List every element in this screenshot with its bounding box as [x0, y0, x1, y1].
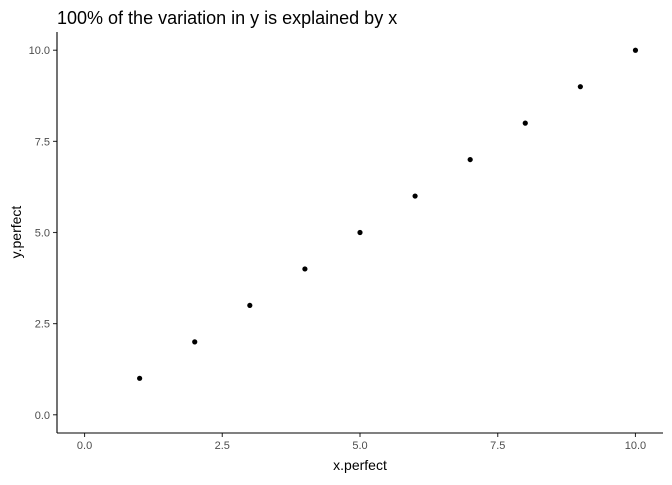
y-tick-label: 0.0 — [35, 410, 50, 422]
data-point — [302, 266, 308, 272]
x-tick-label: 2.5 — [215, 440, 230, 452]
y-axis-title: y.perfect — [8, 206, 24, 259]
x-axis: 0.0 2.5 5.0 7.5 10.0 — [77, 433, 646, 452]
y-tick-label: 7.5 — [35, 136, 50, 148]
data-point — [357, 229, 363, 236]
data-point — [137, 375, 143, 381]
data-point — [577, 84, 583, 90]
x-tick-label: 10.0 — [625, 440, 646, 452]
y-tick-label: 10.0 — [29, 45, 50, 57]
data-point — [247, 302, 253, 309]
y-axis: 0.0 2.5 5.0 7.5 10.0 — [29, 45, 57, 422]
data-point — [412, 193, 418, 199]
data-point — [522, 120, 528, 126]
x-axis-title: x.perfect — [333, 457, 387, 473]
data-point — [467, 156, 473, 163]
x-tick-label: 0.0 — [77, 440, 92, 452]
chart-title: 100% of the variation in y is explained … — [57, 8, 397, 28]
x-tick-label: 5.0 — [352, 440, 367, 452]
y-tick-label: 5.0 — [35, 228, 50, 240]
data-point — [192, 339, 198, 345]
data-point — [632, 47, 639, 53]
y-tick-label: 2.5 — [35, 319, 50, 331]
x-tick-label: 7.5 — [490, 440, 505, 452]
data-points — [137, 47, 639, 381]
